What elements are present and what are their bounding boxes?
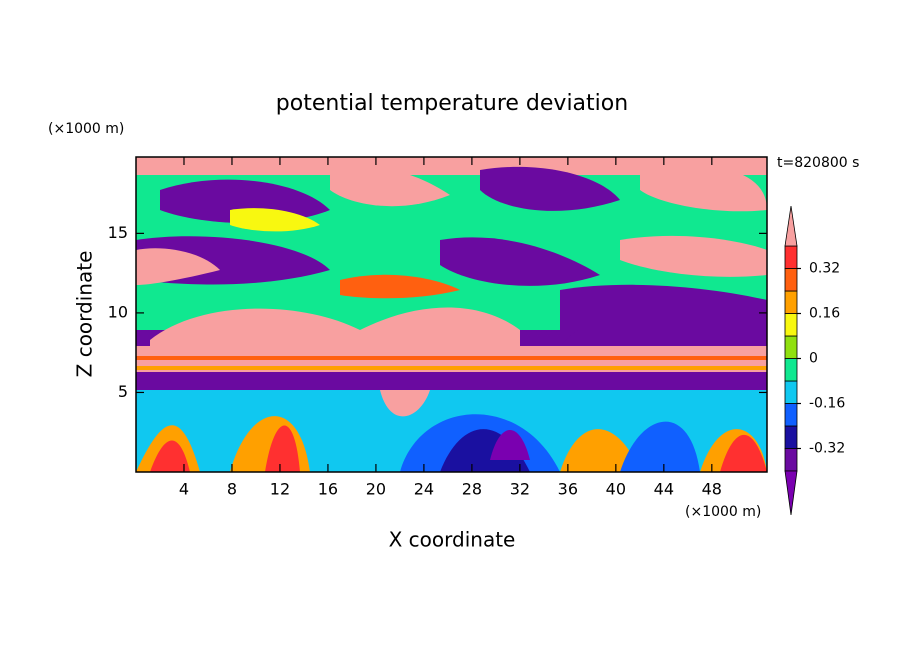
x-tick-label: 16 — [318, 480, 338, 499]
x-tick-label: 36 — [558, 480, 578, 499]
colorbar-box — [784, 448, 798, 472]
colorbar-triangle — [784, 205, 798, 247]
x-tick-label: 48 — [702, 480, 722, 499]
colorbar-box — [784, 290, 798, 314]
x-tick-label: 12 — [270, 480, 290, 499]
x-tick-label: 4 — [179, 480, 189, 499]
x-tick-label: 8 — [227, 480, 237, 499]
x-tick-label: 28 — [462, 480, 482, 499]
colorbar-box — [784, 425, 798, 449]
colorbar-triangle — [784, 470, 798, 516]
x-axis-label: X coordinate — [389, 528, 516, 552]
colorbar-label: 0 — [809, 351, 818, 367]
y-tick-label: 15 — [108, 223, 128, 242]
contour-field — [136, 157, 767, 472]
plot-frame — [135, 156, 768, 473]
x-tick-label: 44 — [654, 480, 674, 499]
colorbar-label: 0.16 — [809, 306, 840, 322]
colorbar-box — [784, 380, 798, 404]
colorbar-box — [784, 245, 798, 269]
x-tick-label: 32 — [510, 480, 530, 499]
colorbar-box — [784, 313, 798, 337]
colorbar-box — [784, 335, 798, 359]
x-tick-label: 24 — [414, 480, 434, 499]
colorbar-label: -0.16 — [809, 396, 845, 412]
colorbar-label: 0.32 — [809, 261, 840, 277]
x-unit: (×1000 m) — [685, 504, 761, 520]
chart-title: potential temperature deviation — [276, 91, 628, 116]
y-tick-label: 5 — [118, 382, 128, 401]
colorbar-box — [784, 268, 798, 292]
colorbar-box — [784, 358, 798, 382]
x-tick-label: 20 — [366, 480, 386, 499]
colorbar-label: -0.32 — [809, 441, 845, 457]
colorbar-box — [784, 403, 798, 427]
annotation: t=820800 s — [777, 155, 859, 171]
y-tick-label: 10 — [108, 302, 128, 321]
x-tick-label: 40 — [606, 480, 626, 499]
y-axis-label: Z coordinate — [73, 251, 97, 378]
y-unit: (×1000 m) — [48, 121, 124, 137]
